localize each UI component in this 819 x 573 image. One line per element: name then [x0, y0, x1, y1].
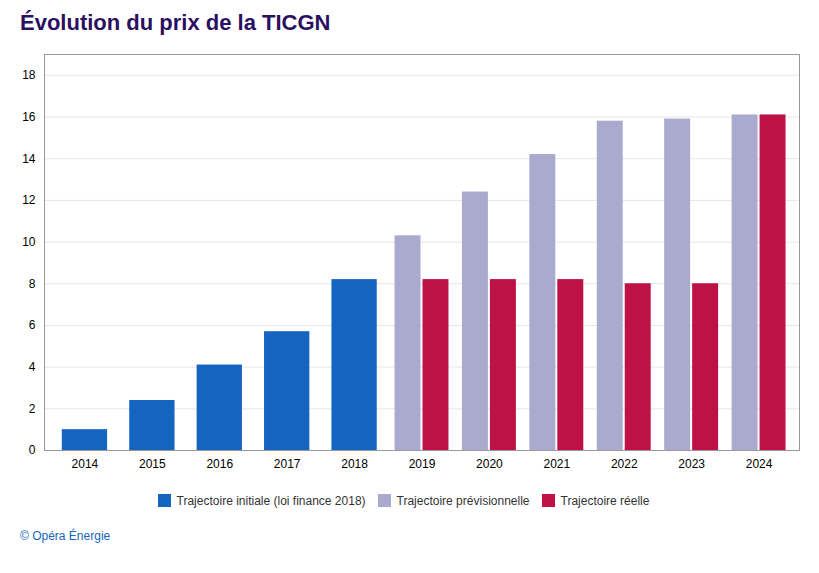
svg-text:16: 16: [22, 110, 36, 124]
svg-text:2022: 2022: [611, 457, 638, 471]
svg-text:2: 2: [29, 402, 36, 416]
svg-text:2018: 2018: [341, 457, 368, 471]
svg-text:12: 12: [22, 193, 36, 207]
html-text:Trajectoire initiale (loi fina: Trajectoire initiale (loi finance 2018): [176, 493, 366, 508]
html-text:© Opéra Énergie: © Opéra Énergie: [20, 529, 111, 543]
svg-text:2023: 2023: [678, 457, 705, 471]
svg-text:14: 14: [22, 152, 36, 166]
svg-text:2016: 2016: [206, 457, 233, 471]
svg-text:2021: 2021: [543, 457, 570, 471]
svg-text:10: 10: [22, 235, 36, 249]
svg-text:6: 6: [29, 318, 36, 332]
svg-text:18: 18: [22, 68, 36, 82]
html-text:Évolution du prix de la TICGN: Évolution du prix de la TICGN: [20, 10, 331, 35]
svg-text:2019: 2019: [409, 457, 436, 471]
svg-text:2017: 2017: [274, 457, 301, 471]
svg-text:2015: 2015: [139, 457, 166, 471]
svg-text:8: 8: [29, 277, 36, 291]
svg-text:2024: 2024: [746, 457, 773, 471]
html-text:Trajectoire prévisionnelle: Trajectoire prévisionnelle: [396, 493, 530, 508]
html-text:Trajectoire réelle: Trajectoire réelle: [560, 493, 650, 508]
svg-text:2014: 2014: [72, 457, 99, 471]
svg-text:0: 0: [29, 443, 36, 457]
svg-text:4: 4: [29, 360, 36, 374]
svg-text:2020: 2020: [476, 457, 503, 471]
